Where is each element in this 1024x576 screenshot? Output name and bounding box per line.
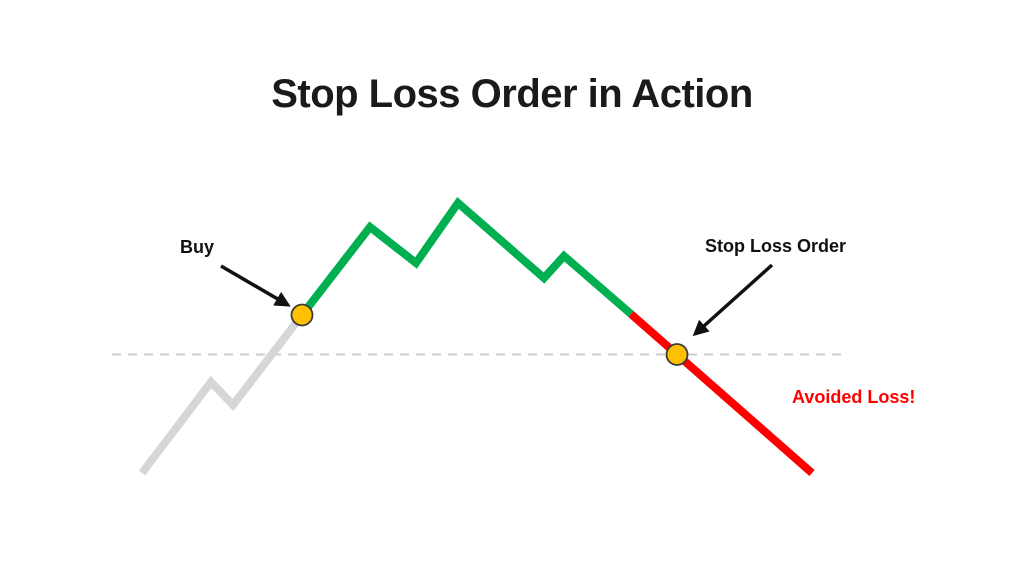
stop-point-marker <box>665 343 689 366</box>
chart-title: Stop Loss Order in Action <box>271 72 753 116</box>
chart-layers <box>112 197 847 477</box>
after-stop-segment <box>628 310 815 477</box>
holding-segment <box>298 197 634 318</box>
stop-loss-label: Stop Loss Order <box>705 236 847 256</box>
buy-arrow <box>220 264 291 307</box>
buy-label: Buy <box>180 237 215 257</box>
buy-point-marker <box>290 303 314 327</box>
pre-buy-segment <box>138 312 306 476</box>
stop-arrow <box>692 263 774 337</box>
avoided-loss-label: Avoided Loss! <box>792 387 916 407</box>
